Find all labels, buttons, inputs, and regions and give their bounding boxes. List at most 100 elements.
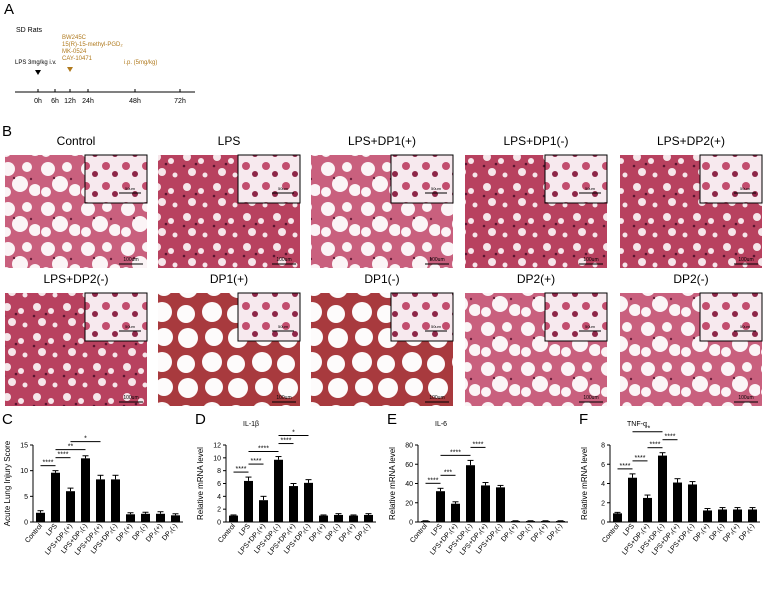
y-tick-label: 0 [24, 520, 28, 527]
group-title: DP2(+) [517, 272, 555, 286]
y-tick-label: 20 [405, 500, 413, 507]
group-title: DP1(+) [210, 272, 248, 286]
significance-label: **** [650, 442, 661, 449]
x-tick-label: DP₂(-) [546, 523, 564, 542]
y-tick-label: 8 [601, 443, 605, 450]
bar [541, 521, 550, 522]
significance-label: **** [635, 455, 646, 462]
bar [628, 477, 637, 522]
y-axis-label: Relative mRNA level [196, 447, 205, 520]
inset [237, 154, 301, 204]
group-title: DP2(-) [673, 272, 708, 286]
bar [421, 521, 430, 522]
drug: CAY-10471 [62, 56, 93, 62]
y-tick-label: 12 [213, 443, 221, 450]
inset [84, 292, 148, 342]
y-tick-label: 2 [217, 507, 221, 514]
panel-label: F [579, 411, 588, 428]
x-tick-label: DP₁(+) [692, 523, 711, 543]
bar [274, 459, 283, 522]
group-title: LPS+DP1(+) [348, 134, 416, 148]
x-tick-label: DP₂(-) [354, 523, 372, 542]
y-tick-label: 5 [24, 494, 28, 501]
y-tick-label: 60 [405, 462, 413, 469]
inset-scale-label: 50um [740, 186, 751, 191]
bar [229, 515, 238, 522]
chart-title: TNF-α [627, 421, 647, 428]
chart-title: IL-6 [435, 421, 447, 428]
panel-label: A [4, 1, 14, 18]
bar [349, 515, 358, 522]
scale-label: 100um [123, 257, 138, 263]
scale-label: 100um [276, 257, 291, 263]
significance-label: **** [473, 441, 484, 448]
y-tick-label: 6 [601, 462, 605, 469]
y-tick-label: 6 [217, 481, 221, 488]
x-tick-label: DP₂(+) [530, 523, 549, 544]
significance-label: * [84, 436, 87, 443]
significance-label: **** [665, 434, 676, 441]
significance-label: **** [450, 449, 461, 456]
inset-scale-label: 50um [125, 324, 136, 329]
bar [304, 482, 313, 522]
lps-arrow [35, 70, 41, 75]
y-tick-label: 15 [20, 443, 28, 450]
scale-label: 100um [738, 257, 753, 263]
bar [126, 514, 135, 522]
inset [390, 154, 454, 204]
scale-label: 100um [429, 395, 444, 401]
significance-label: **** [428, 477, 439, 484]
x-tick-label: DP₂(-) [161, 523, 179, 542]
bar [733, 509, 742, 522]
route: i.p. (5mg/kg) [124, 60, 157, 66]
x-tick-label: DP₂(-) [738, 523, 756, 542]
y-tick-label: 40 [405, 481, 413, 488]
bar [673, 482, 682, 522]
inset [544, 154, 608, 204]
y-axis-label: Relative mRNA level [388, 447, 397, 520]
time-label: 6h [51, 98, 59, 105]
lps-dose: LPS 3mg/kg i.v. [15, 60, 57, 66]
time-label: 12h [64, 98, 76, 105]
bar [451, 503, 460, 522]
panel-label: C [2, 411, 13, 428]
significance-label: ** [645, 426, 651, 433]
panel-label: D [195, 411, 206, 428]
group-title: LPS+DP1(-) [503, 134, 568, 148]
subject: SD Rats [16, 27, 43, 34]
significance-label: **** [43, 460, 54, 467]
x-tick-label: DP₁(+) [308, 523, 327, 543]
panel-label: E [387, 411, 397, 428]
inset [390, 292, 454, 342]
bar [703, 510, 712, 522]
time-label: 24h [82, 98, 94, 105]
bar [36, 512, 45, 522]
bar [466, 465, 475, 522]
panel-label: B [2, 123, 12, 140]
bar [51, 472, 60, 522]
scale-label: 100um [583, 395, 598, 401]
significance-label: **** [251, 458, 262, 465]
inset-scale-label: 50um [585, 186, 596, 191]
significance-label: **** [620, 463, 631, 470]
bar [141, 513, 150, 522]
significance-label: * [292, 430, 295, 437]
y-axis-label: Relative mRNA level [580, 447, 589, 520]
bar [718, 509, 727, 522]
bar [171, 515, 180, 522]
scale-label: 100um [429, 257, 444, 263]
significance-label: *** [444, 469, 452, 476]
group-title: LPS [218, 134, 241, 148]
drug: BW245C [62, 35, 87, 41]
x-tick-label: DP₁(+) [115, 523, 134, 543]
inset [237, 292, 301, 342]
bar [96, 479, 105, 522]
y-tick-label: 0 [601, 520, 605, 527]
y-tick-label: 2 [601, 500, 605, 507]
time-label: 48h [129, 98, 141, 105]
bar [436, 491, 445, 522]
bar [81, 458, 90, 522]
x-tick-label: DP₁(+) [500, 523, 519, 543]
time-label: 0h [34, 98, 42, 105]
